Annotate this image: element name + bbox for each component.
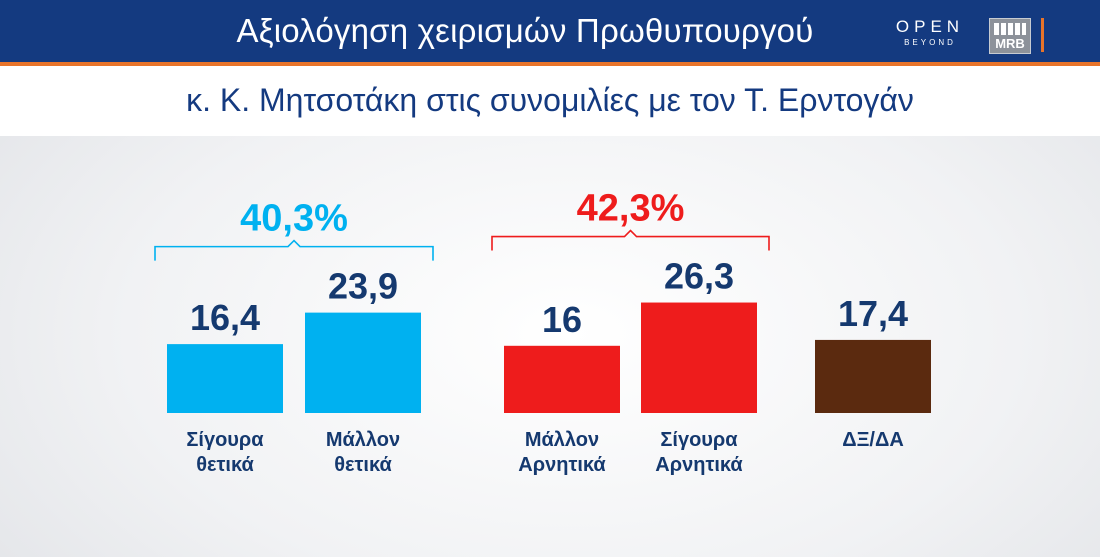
bar-1 [305,312,421,413]
bar-2 [504,345,620,413]
logo-divider [1041,18,1044,52]
bar-0 [167,344,283,413]
category-label-0-1: θετικά [196,454,254,476]
category-label-3-0: Σίγουρα [660,429,738,451]
header-bar: Αξιολόγηση χειρισμών Πρωθυπουργού OPEN B… [0,0,1100,62]
bar-value-label-4: 17,4 [838,293,908,334]
mrb-logo-text: MRB [995,36,1025,51]
logo-open-text: OPEN [895,17,965,36]
bar-value-label-1: 23,9 [328,266,398,307]
category-label-0-0: Σίγουρα [186,429,264,451]
bar-chart: 16,4 Σίγουρα θετικά 23,9 Μάλλον θετικά 16 Μάλλο… [154,188,931,476]
category-label-3-1: Αρνητικά [655,454,743,476]
category-label-4-0: ΔΞ/ΔΑ [842,429,904,451]
mrb-logo-stripes [994,23,1026,35]
group-bracket-1 [491,229,770,251]
group-bracket-0 [154,239,434,261]
bar-value-label-3: 26,3 [664,256,734,297]
bar-4 [815,339,931,413]
group-total-label-1: 42,3% [577,188,685,230]
open-beyond-logo: OPEN BEYOND [890,17,970,48]
logo-open-subtext: BEYOND [904,38,956,47]
category-label-2-1: Αρνητικά [518,454,606,476]
bar-value-label-0: 16,4 [190,297,260,338]
subtitle-bar: κ. Κ. Μητσοτάκη στις συνομιλίες με τον Τ… [0,66,1100,136]
header-accent-stripe [0,62,1100,66]
page-subtitle: κ. Κ. Μητσοτάκη στις συνομιλίες με τον Τ… [186,82,914,118]
group-total-label-0: 40,3% [240,198,348,240]
page-title: Αξιολόγηση χειρισμών Πρωθυπουργού [236,12,814,49]
category-label-1-0: Μάλλον [326,429,400,451]
category-label-1-1: θετικά [334,454,392,476]
mrb-logo: MRB [989,18,1031,54]
bar-3 [641,302,757,413]
bar-value-label-2: 16 [542,299,582,340]
category-label-2-0: Μάλλον [525,429,599,451]
